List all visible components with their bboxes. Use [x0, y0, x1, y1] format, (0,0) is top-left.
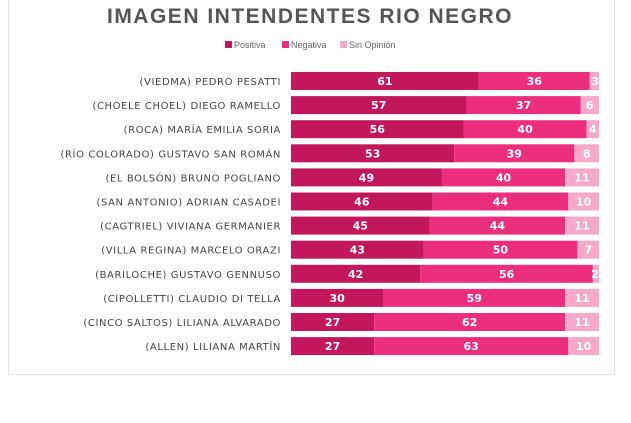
category-label: (VIEDMA) PEDRO PESATTI	[140, 77, 281, 88]
legend-swatch-2	[340, 41, 347, 48]
bar-segment-positiva	[291, 288, 384, 307]
value-label: 11	[574, 292, 589, 305]
value-label: 2	[591, 268, 599, 281]
bar-segment-negativa	[374, 313, 566, 331]
category-label: (ALLEN) LILIANA MARTÍN	[145, 340, 281, 353]
value-label: 37	[516, 99, 531, 112]
value-label: 43	[350, 244, 365, 257]
bar-segment-sin-opini-n	[592, 264, 599, 283]
value-label: 44	[493, 196, 509, 209]
value-label: 53	[365, 147, 380, 160]
bar-segment-sin-opini-n	[568, 192, 599, 211]
bar-segment-positiva	[291, 72, 479, 90]
value-label: 4	[589, 123, 597, 136]
bar-segment-sin-opini-n	[565, 168, 599, 187]
bar-segment-positiva	[291, 120, 464, 139]
category-label: (CAGTRIEL) VIVIANA GERMANIER	[100, 222, 281, 233]
bar-segment-positiva	[291, 144, 455, 163]
category-label: (CHOELE CHOEL) DIEGO RAMELLO	[92, 101, 281, 112]
legend-label-2: Sin Opinión	[349, 40, 396, 50]
value-label: 45	[353, 220, 368, 233]
value-label: 6	[586, 99, 594, 112]
bar-segment-positiva	[291, 313, 375, 331]
value-label: 49	[359, 171, 374, 184]
chart-legend: Positiva Negativa Sin Opinión	[225, 40, 396, 50]
category-label: (SAN ANTONIO) ADRIAN CASADEI	[96, 198, 281, 209]
value-label: 59	[467, 292, 482, 305]
bar-segment-sin-opini-n	[577, 240, 599, 259]
value-label: 46	[354, 196, 370, 209]
category-label: (ROCA) MARÍA EMILIA SORIA	[124, 123, 281, 136]
value-label: 56	[499, 268, 515, 281]
value-label: 50	[493, 244, 509, 257]
bar-segment-negativa	[454, 144, 575, 163]
bar-segment-negativa	[463, 120, 587, 139]
legend-swatch-0	[225, 41, 232, 48]
bar-segment-negativa	[432, 192, 569, 211]
bar-segment-positiva	[291, 337, 375, 356]
category-label: (BARILOCHE) GUSTAVO GENNUSO	[95, 270, 281, 281]
category-label: (RÍO COLORADO) GUSTAVO SAN ROMÁN	[61, 147, 282, 160]
value-label: 3	[591, 75, 599, 88]
value-label: 27	[325, 340, 340, 353]
value-label: 30	[330, 292, 346, 305]
bar-segment-sin-opini-n	[568, 337, 599, 356]
bar-segment-negativa	[374, 337, 569, 356]
bar-segment-positiva	[291, 192, 433, 211]
chart-frame	[8, 0, 615, 375]
value-label: 44	[490, 220, 506, 233]
bar-segment-positiva	[291, 264, 421, 283]
bar-segment-negativa	[383, 288, 566, 307]
category-labels: (VIEDMA) PEDRO PESATTI (CHOELE CHOEL) DIE…	[61, 77, 282, 353]
value-label: 57	[371, 99, 386, 112]
value-label: 10	[576, 340, 592, 353]
bar-segment-sin-opini-n	[565, 288, 599, 307]
value-label: 42	[348, 268, 363, 281]
bar-segment-positiva	[291, 96, 467, 115]
bar-segment-positiva	[291, 240, 424, 259]
bar-segment-sin-opini-n	[574, 144, 599, 163]
legend-swatch-1	[282, 41, 289, 48]
value-label: 61	[377, 75, 392, 88]
value-label: 11	[574, 171, 589, 184]
value-label: 63	[464, 340, 479, 353]
bar-segment-positiva	[291, 168, 442, 187]
bar-segment-sin-opini-n	[580, 96, 599, 115]
legend-label-1: Negativa	[291, 40, 327, 50]
category-label: (VILLA REGINA) MARCELO ORAZI	[101, 246, 281, 257]
value-label: 8	[583, 147, 591, 160]
chart-title: IMAGEN INTENDENTES RIO NEGRO	[107, 5, 513, 28]
value-label: 39	[507, 147, 522, 160]
value-label: 27	[325, 316, 340, 329]
category-label: (CINCO SALTOS) LILIANA ALVARADO	[83, 318, 281, 329]
value-label: 11	[574, 316, 589, 329]
value-label: 10	[576, 196, 592, 209]
bar-segment-sin-opini-n	[586, 120, 599, 139]
bar-segment-positiva	[291, 216, 430, 235]
bar-segment-sin-opini-n	[565, 313, 599, 331]
value-label: 40	[517, 123, 533, 136]
bar-segment-negativa	[420, 264, 593, 283]
legend-label-0: Positiva	[234, 40, 266, 50]
value-label: 7	[584, 244, 592, 257]
value-label: 56	[370, 123, 386, 136]
category-label: (EL BOLSÓN) BRUNO POGLIANO	[106, 171, 282, 184]
category-label: (CIPOLLETTI) CLAUDIO DI TELLA	[103, 294, 281, 305]
value-label: 40	[496, 171, 512, 184]
bar-segment-negativa	[441, 168, 566, 187]
value-label: 62	[462, 316, 477, 329]
bar-segment-sin-opini-n	[589, 72, 599, 90]
bar-segment-negativa	[478, 72, 590, 90]
bar-segment-negativa	[466, 96, 581, 115]
value-label: 36	[527, 75, 543, 88]
bar-segment-sin-opini-n	[565, 216, 599, 235]
bar-segment-negativa	[429, 216, 566, 235]
bar-segment-negativa	[423, 240, 578, 259]
value-label: 11	[574, 220, 589, 233]
